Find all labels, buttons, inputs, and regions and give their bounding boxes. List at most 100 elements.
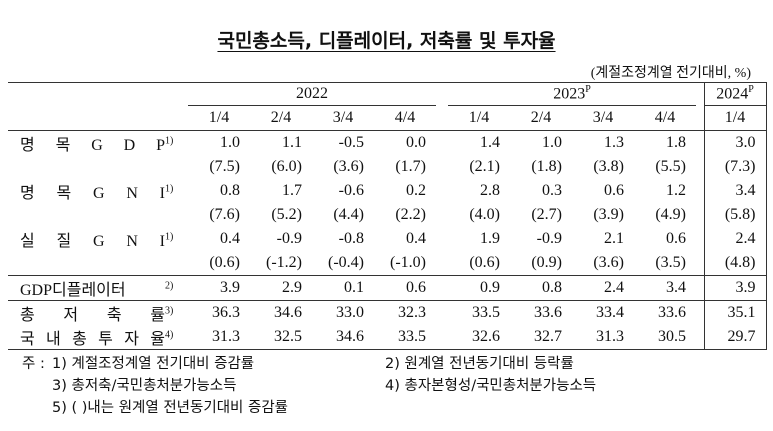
label-text: 명 목 G N I bbox=[20, 185, 165, 202]
cell: 1.7 bbox=[282, 182, 302, 199]
spacer bbox=[436, 82, 448, 106]
row: 총 저 축 률3) 36.3 34.6 33.0 32.3 33.5 33.6 33.4 33.… bbox=[8, 300, 767, 325]
cell: (7.5) bbox=[209, 158, 240, 175]
spacer bbox=[696, 275, 704, 301]
footnote: 3) 총저축/국민총처분가능소득 bbox=[52, 378, 237, 394]
cell: 1.0 bbox=[220, 134, 240, 151]
cell: 31.3 bbox=[188, 325, 250, 350]
cell: (-1.2) bbox=[266, 254, 302, 271]
year-cell: 2023P bbox=[448, 82, 696, 106]
cell: 36.3 bbox=[188, 300, 250, 325]
cell: (3.6) bbox=[333, 158, 364, 175]
cell: 0.4 bbox=[220, 230, 240, 247]
label-text: GDP디플레이터 bbox=[20, 282, 126, 299]
cell: 2.9 bbox=[250, 275, 312, 301]
quarter-row: 1/4 2/4 3/4 4/4 1/4 2/4 3/4 4/4 1/4 bbox=[8, 105, 767, 131]
row-label bbox=[8, 155, 188, 179]
cell: (2.7) bbox=[531, 206, 562, 223]
cell: 32.5 bbox=[250, 325, 312, 350]
cell: 3.9 bbox=[188, 275, 250, 301]
spacer bbox=[696, 300, 704, 325]
spacer bbox=[696, 251, 704, 276]
year-cell: 2022 bbox=[188, 82, 436, 106]
quarter: 2/4 bbox=[510, 105, 572, 131]
year-sup: P bbox=[748, 84, 754, 96]
row-label: 명 목 G N I1) bbox=[8, 179, 188, 203]
spacer bbox=[436, 105, 448, 131]
row: (7.5) (6.0) (3.6) (1.7) (2.1) (1.8) (3.8) (5.5)… bbox=[8, 155, 767, 179]
note: 3) bbox=[165, 305, 174, 317]
spacer bbox=[696, 105, 704, 131]
cell: (6.0) bbox=[271, 158, 302, 175]
cell: 0.3 bbox=[542, 182, 562, 199]
spacer bbox=[436, 227, 448, 251]
cell: 2.4 bbox=[703, 227, 767, 251]
cell: (4.4) bbox=[333, 206, 364, 223]
spacer bbox=[436, 300, 448, 325]
quarter: 2/4 bbox=[250, 105, 312, 131]
cell: -0.9 bbox=[536, 230, 562, 247]
note: 1) bbox=[165, 231, 174, 243]
cell: (7.6) bbox=[209, 206, 240, 223]
row-label: GDP디플레이터 2) bbox=[8, 275, 188, 301]
quarter: 3/4 bbox=[572, 105, 634, 131]
cell: 0.6 bbox=[666, 230, 686, 247]
note: 1) bbox=[165, 183, 174, 195]
row-label bbox=[8, 251, 188, 276]
cell: (-0.4) bbox=[328, 254, 364, 271]
cell: (3.9) bbox=[593, 206, 624, 223]
cell: (5.2) bbox=[271, 206, 302, 223]
cell: (4.8) bbox=[703, 251, 767, 276]
row: (7.6) (5.2) (4.4) (2.2) (4.0) (2.7) (3.9) (4.9)… bbox=[8, 203, 767, 227]
cell: (3.6) bbox=[593, 254, 624, 271]
row: 실 질 G N I1) 0.4 -0.9 -0.8 0.4 1.9 -0.9 2.1 0.6 2.… bbox=[8, 227, 767, 251]
cell: 32.3 bbox=[374, 300, 436, 325]
cell: (4.0) bbox=[469, 206, 500, 223]
spacer bbox=[436, 131, 448, 156]
cell: -0.5 bbox=[338, 134, 364, 151]
cell: 1.1 bbox=[282, 134, 302, 151]
cell: (-1.0) bbox=[390, 254, 426, 271]
cell: 2.1 bbox=[604, 230, 624, 247]
cell: (3.8) bbox=[593, 158, 624, 175]
row-label: 총 저 축 률3) bbox=[8, 300, 188, 325]
note: 2) bbox=[165, 280, 174, 292]
row: 명 목 G D P1) 1.0 1.1 -0.5 0.0 1.4 1.0 1.3 1.8 3.0 bbox=[8, 130, 767, 156]
quarter: 1/4 bbox=[703, 105, 767, 131]
cell: 0.8 bbox=[510, 275, 572, 301]
cell: -0.8 bbox=[338, 230, 364, 247]
footnote: 2) 원계열 전년동기대비 등락률 bbox=[385, 356, 574, 372]
cell: 2.8 bbox=[480, 182, 500, 199]
cell: (2.2) bbox=[395, 206, 426, 223]
cell: (5.8) bbox=[703, 203, 767, 227]
cell: 3.0 bbox=[703, 130, 767, 155]
spacer bbox=[436, 179, 448, 203]
row: (0.6) (-1.2) (-0.4) (-1.0) (0.6) (0.9) (3.6) (3… bbox=[8, 251, 767, 276]
cell: 0.8 bbox=[220, 182, 240, 199]
quarter: 1/4 bbox=[188, 105, 250, 131]
year-label: 2023 bbox=[553, 85, 586, 103]
cell: 33.6 bbox=[634, 300, 696, 325]
cell: 33.5 bbox=[374, 325, 436, 350]
spacer bbox=[696, 325, 704, 350]
cell: 1.4 bbox=[480, 134, 500, 151]
cell: 34.6 bbox=[312, 325, 374, 350]
cell: 0.0 bbox=[406, 134, 426, 151]
cell: 0.9 bbox=[448, 275, 510, 301]
cell: 0.4 bbox=[406, 230, 426, 247]
cell: 3.9 bbox=[703, 275, 767, 301]
quarter: 4/4 bbox=[634, 105, 696, 131]
cell: (0.6) bbox=[209, 254, 240, 271]
spacer bbox=[696, 227, 704, 251]
label-text: 명 목 G D P bbox=[20, 137, 165, 154]
cell: 1.2 bbox=[666, 182, 686, 199]
cell: 33.4 bbox=[572, 300, 634, 325]
title-text: 국민총소득, 디플레이터, 저축률 및 투자율 bbox=[217, 30, 556, 52]
cell: (0.9) bbox=[531, 254, 562, 271]
cell: 1.9 bbox=[480, 230, 500, 247]
cell: 33.5 bbox=[448, 300, 510, 325]
spacer bbox=[696, 203, 704, 227]
quarter: 4/4 bbox=[374, 105, 436, 131]
cell: (1.7) bbox=[395, 158, 426, 175]
footnote: 1) 계절조정계열 전기대비 증감률 bbox=[52, 356, 255, 372]
